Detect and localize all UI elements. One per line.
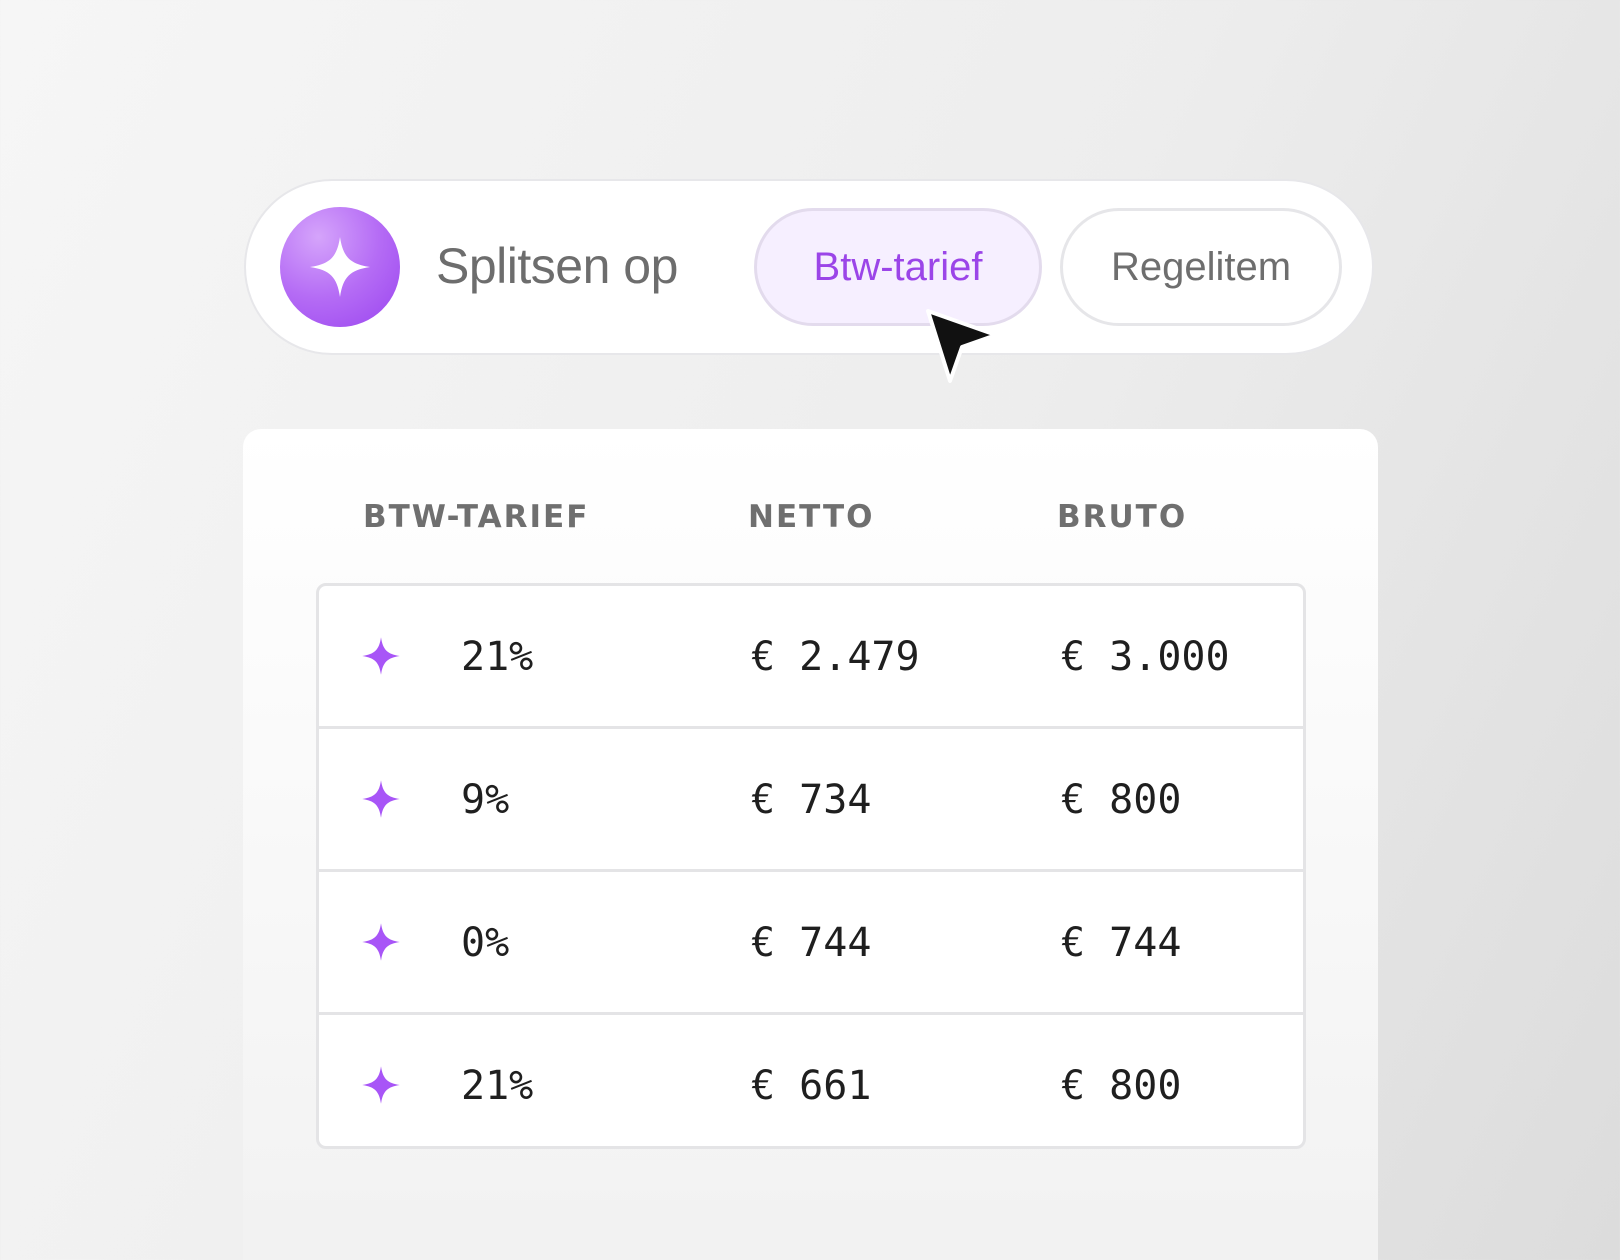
- option-regelitem-button[interactable]: Regelitem: [1060, 208, 1342, 326]
- cell-gross: € 3.000: [1061, 634, 1230, 680]
- split-by-label: Splitsen op: [436, 238, 678, 294]
- mouse-pointer-icon: [926, 309, 998, 383]
- cell-rate: 9%: [461, 777, 510, 823]
- cell-gross: € 744: [1061, 920, 1182, 966]
- cell-net: € 734: [751, 777, 872, 823]
- cell-net: € 2.479: [751, 634, 920, 680]
- split-by-bar: Splitsen op Btw-tarief Regelitem: [244, 179, 1374, 355]
- column-header-gross: BRUTO: [1057, 499, 1188, 535]
- table-row: 21% € 2.479 € 3.000: [319, 586, 1303, 729]
- cell-gross: € 800: [1061, 777, 1182, 823]
- table-row: 9% € 734 € 800: [319, 729, 1303, 872]
- vat-breakdown-card: BTW-TARIEF NETTO BRUTO 21% € 2.479 € 3.0…: [243, 429, 1378, 1260]
- cell-rate: 21%: [461, 1063, 534, 1109]
- ai-sparkle-badge: [280, 207, 400, 327]
- vat-table: 21% € 2.479 € 3.000 9% € 734 € 800 0% € …: [316, 583, 1306, 1149]
- cell-gross: € 800: [1061, 1063, 1182, 1109]
- cell-rate: 21%: [461, 634, 534, 680]
- table-row: 0% € 744 € 744: [319, 872, 1303, 1015]
- cell-net: € 744: [751, 920, 872, 966]
- column-header-net: NETTO: [748, 499, 875, 535]
- cell-rate: 0%: [461, 920, 510, 966]
- cell-net: € 661: [751, 1063, 872, 1109]
- option-btw-tarief-button[interactable]: Btw-tarief: [754, 208, 1042, 326]
- sparkle-icon: [362, 1066, 400, 1104]
- table-row: 21% € 661 € 800: [319, 1015, 1303, 1146]
- sparkle-icon: [362, 637, 400, 675]
- sparkle-icon: [362, 923, 400, 961]
- sparkle-icon: [362, 780, 400, 818]
- sparkle-icon: [310, 237, 370, 297]
- column-header-rate: BTW-TARIEF: [363, 499, 590, 535]
